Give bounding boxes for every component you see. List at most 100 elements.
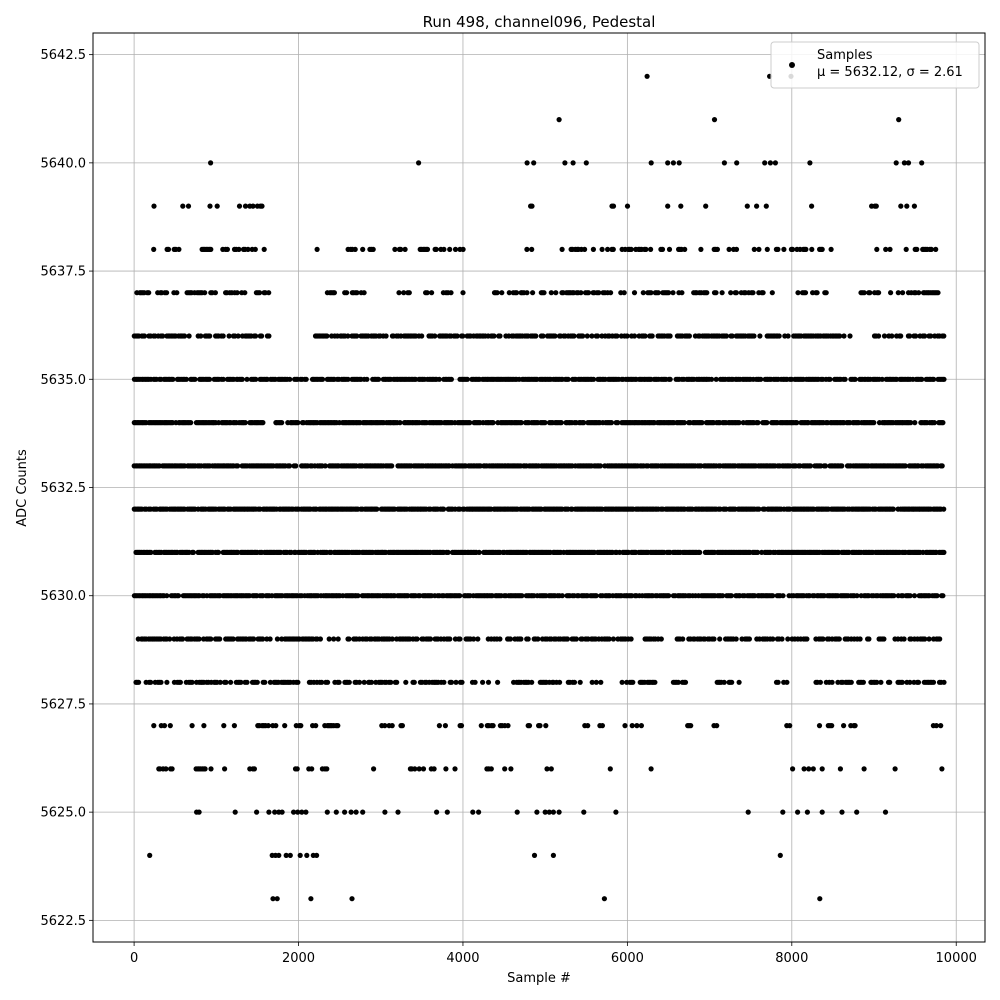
data-point xyxy=(217,679,223,685)
data-point xyxy=(593,679,599,685)
data-point xyxy=(926,636,932,642)
data-point xyxy=(535,636,541,642)
data-point xyxy=(514,809,520,815)
data-point xyxy=(900,290,906,296)
data-point xyxy=(769,290,775,296)
data-point xyxy=(679,290,685,296)
data-point xyxy=(346,679,352,685)
data-point xyxy=(433,246,439,252)
data-point xyxy=(854,809,860,815)
data-point xyxy=(368,679,375,685)
data-point xyxy=(344,290,350,296)
data-point xyxy=(608,290,614,296)
data-point xyxy=(614,333,620,339)
data-point xyxy=(524,290,530,296)
data-point xyxy=(678,203,684,209)
data-point xyxy=(665,160,671,166)
data-point xyxy=(505,723,511,729)
data-point xyxy=(867,290,873,296)
data-point xyxy=(770,636,776,642)
data-point xyxy=(621,290,627,296)
data-point xyxy=(392,246,398,252)
data-point xyxy=(898,333,904,339)
data-point xyxy=(938,723,944,729)
data-point xyxy=(837,333,843,339)
data-point xyxy=(548,766,554,772)
data-point xyxy=(841,723,847,729)
data-point xyxy=(781,246,787,252)
data-point xyxy=(548,290,554,296)
data-point xyxy=(817,679,824,685)
data-point xyxy=(276,852,282,859)
data-point xyxy=(160,333,166,339)
y-tick-label: 5632.5 xyxy=(41,481,87,496)
data-point xyxy=(756,246,762,252)
data-point xyxy=(861,290,867,296)
data-point xyxy=(767,160,774,166)
data-point xyxy=(253,376,259,382)
data-point xyxy=(342,809,348,815)
data-point xyxy=(283,852,289,859)
data-point xyxy=(596,290,602,296)
data-point xyxy=(508,766,514,772)
data-point xyxy=(922,636,928,642)
data-point xyxy=(902,463,908,469)
data-point xyxy=(406,290,412,296)
data-point xyxy=(242,290,248,296)
data-point xyxy=(935,290,941,296)
data-point xyxy=(745,809,751,815)
data-point xyxy=(429,290,435,296)
data-point xyxy=(634,723,640,729)
data-point xyxy=(490,420,496,426)
data-point xyxy=(324,766,330,772)
data-point xyxy=(903,246,909,252)
data-point xyxy=(524,160,530,166)
data-point xyxy=(895,290,901,296)
data-point xyxy=(559,593,565,599)
data-point xyxy=(751,333,757,339)
data-point xyxy=(259,203,265,209)
data-point xyxy=(891,593,897,599)
data-point xyxy=(524,246,530,252)
data-point xyxy=(666,290,672,296)
data-point xyxy=(541,290,547,296)
data-point xyxy=(861,766,867,772)
data-point xyxy=(628,246,634,252)
data-point xyxy=(896,117,902,123)
data-point xyxy=(770,593,776,599)
data-point xyxy=(270,896,276,902)
data-point xyxy=(534,809,540,815)
data-point xyxy=(374,506,380,512)
data-point xyxy=(801,766,807,772)
data-point xyxy=(719,290,725,296)
y-tick-label: 5642.5 xyxy=(41,48,87,63)
data-point xyxy=(914,246,920,252)
data-point xyxy=(721,160,728,166)
data-point xyxy=(325,679,331,685)
data-point xyxy=(933,246,939,252)
data-point xyxy=(266,333,272,339)
data-point xyxy=(930,679,937,685)
data-point xyxy=(829,723,835,729)
data-point xyxy=(272,809,278,815)
data-point xyxy=(571,679,578,685)
data-point xyxy=(940,593,946,599)
data-point xyxy=(308,896,314,902)
data-point xyxy=(459,679,465,685)
data-point xyxy=(192,376,198,382)
data-point xyxy=(790,246,796,252)
data-point xyxy=(376,376,382,382)
data-point xyxy=(207,333,213,339)
data-point xyxy=(803,246,809,252)
data-point xyxy=(784,679,790,685)
data-point xyxy=(388,679,394,685)
data-point xyxy=(589,333,595,339)
data-point xyxy=(259,333,265,339)
data-point xyxy=(714,246,721,252)
data-point xyxy=(182,333,188,339)
data-point xyxy=(244,679,250,685)
data-point xyxy=(441,506,447,512)
data-point xyxy=(416,766,422,772)
data-point xyxy=(550,852,557,859)
y-tick-label: 5637.5 xyxy=(41,265,87,280)
